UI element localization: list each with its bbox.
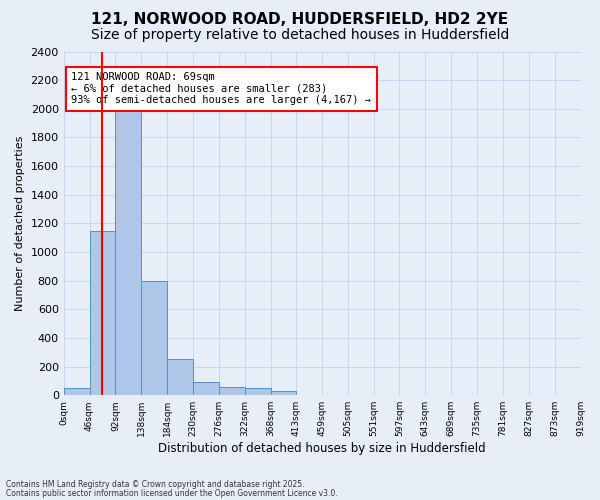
Bar	[271, 391, 296, 395]
Y-axis label: Number of detached properties: Number of detached properties	[15, 136, 25, 311]
X-axis label: Distribution of detached houses by size in Huddersfield: Distribution of detached houses by size …	[158, 442, 486, 455]
Text: Contains HM Land Registry data © Crown copyright and database right 2025.: Contains HM Land Registry data © Crown c…	[6, 480, 305, 489]
Bar	[64, 388, 89, 395]
Text: Contains public sector information licensed under the Open Government Licence v3: Contains public sector information licen…	[6, 488, 338, 498]
Bar	[115, 102, 141, 395]
Bar	[89, 230, 115, 395]
Bar	[193, 382, 219, 395]
Bar	[167, 358, 193, 395]
Text: 121 NORWOOD ROAD: 69sqm
← 6% of detached houses are smaller (283)
93% of semi-de: 121 NORWOOD ROAD: 69sqm ← 6% of detached…	[71, 72, 371, 106]
Bar	[141, 280, 167, 395]
Bar	[219, 386, 245, 395]
Text: Size of property relative to detached houses in Huddersfield: Size of property relative to detached ho…	[91, 28, 509, 42]
Text: 121, NORWOOD ROAD, HUDDERSFIELD, HD2 2YE: 121, NORWOOD ROAD, HUDDERSFIELD, HD2 2YE	[91, 12, 509, 28]
Bar	[245, 388, 271, 395]
